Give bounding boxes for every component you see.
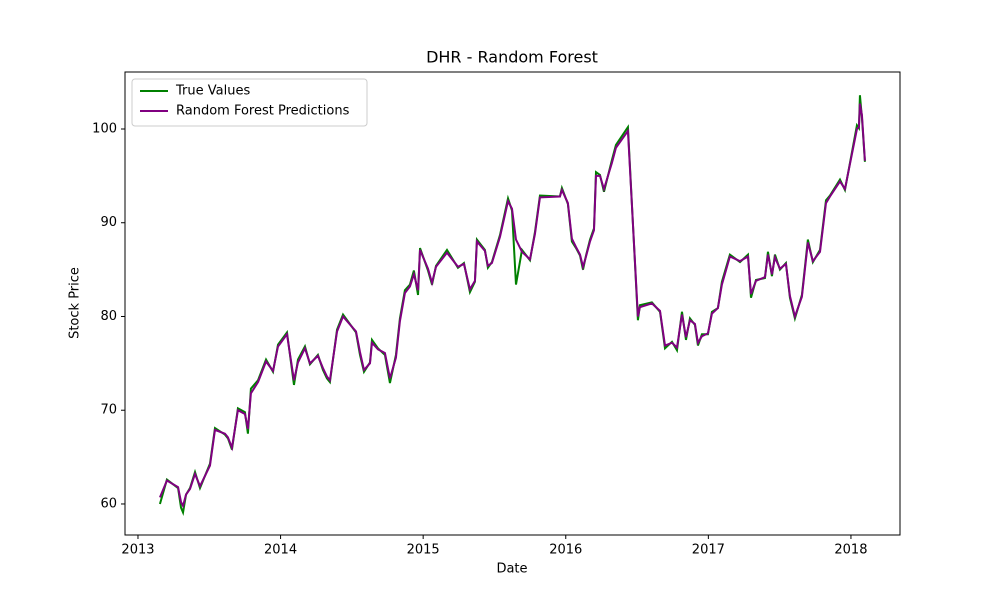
y-tick-label: 70 bbox=[100, 403, 117, 418]
x-tick-label: 2017 bbox=[692, 543, 725, 558]
plot-frame bbox=[124, 71, 901, 536]
chart-title: DHR - Random Forest bbox=[426, 48, 598, 67]
series-line bbox=[159, 103, 866, 509]
y-tick-label: 100 bbox=[92, 121, 117, 136]
x-tick-label: 2016 bbox=[549, 543, 582, 558]
legend-label: True Values bbox=[175, 84, 250, 99]
y-tick-label: 60 bbox=[100, 496, 117, 511]
y-axis-label: Stock Price bbox=[68, 267, 83, 339]
legend-label: Random Forest Predictions bbox=[176, 104, 350, 119]
y-tick-label: 80 bbox=[100, 309, 117, 324]
y-tick-label: 90 bbox=[100, 215, 117, 230]
x-tick-label: 2014 bbox=[264, 543, 297, 558]
x-axis-label: Date bbox=[496, 562, 527, 577]
x-tick-label: 2015 bbox=[407, 543, 440, 558]
x-tick-label: 2013 bbox=[121, 543, 154, 558]
legend-box bbox=[131, 78, 368, 127]
x-tick-label: 2018 bbox=[834, 543, 867, 558]
